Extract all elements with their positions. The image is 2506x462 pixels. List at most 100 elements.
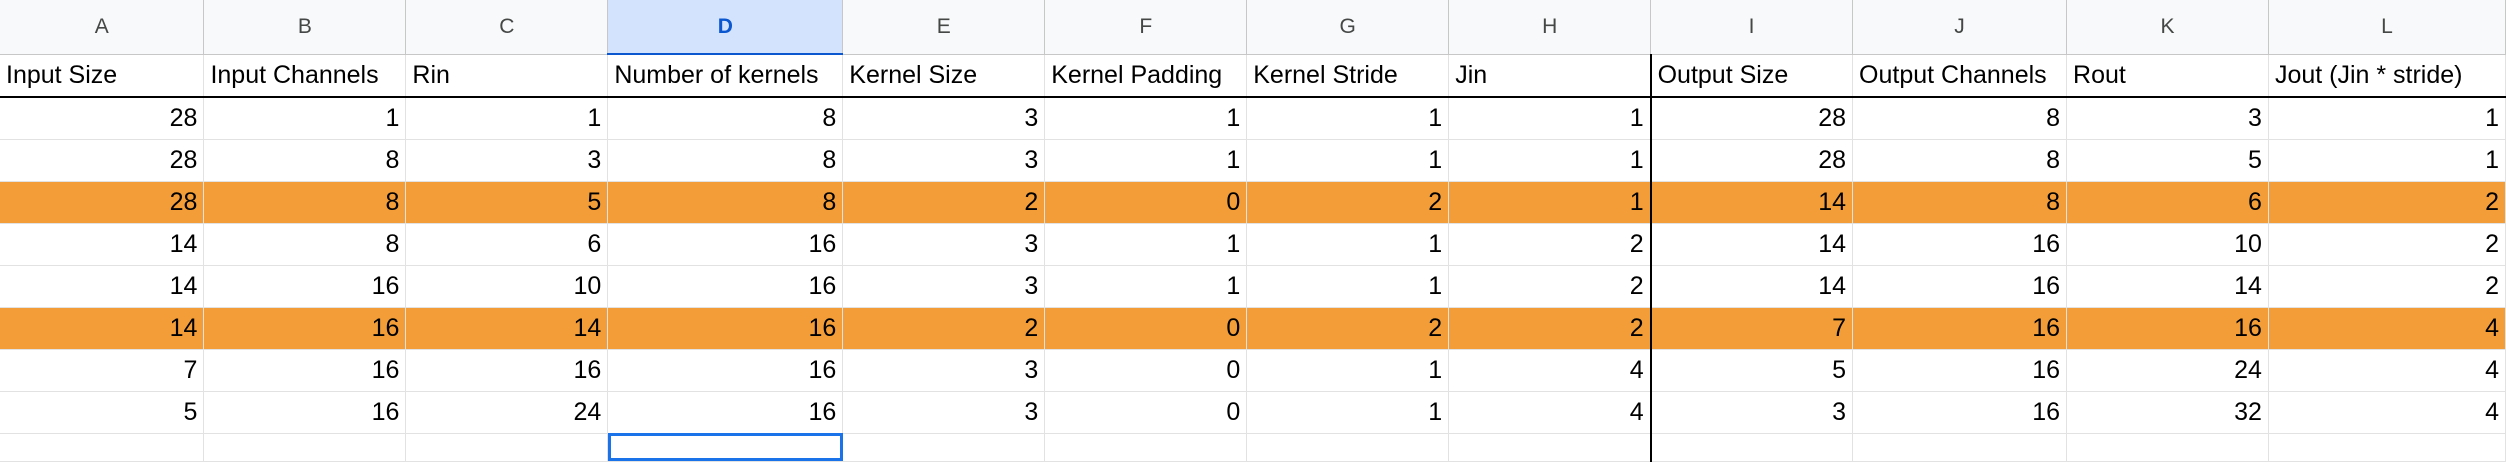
cell[interactable] [1448, 433, 1652, 462]
cell[interactable]: 0 [1044, 307, 1248, 350]
cell[interactable]: 3 [405, 139, 609, 182]
cell[interactable] [1246, 433, 1450, 462]
cell[interactable] [203, 433, 407, 462]
cell[interactable] [2268, 433, 2506, 462]
cell[interactable]: 4 [2268, 391, 2506, 434]
cell[interactable]: 1 [1448, 181, 1652, 224]
cell[interactable]: 2 [1448, 223, 1652, 266]
header-cell[interactable]: Jin [1448, 54, 1652, 98]
column-header-e[interactable]: E [842, 0, 1046, 55]
cell[interactable]: 1 [1246, 139, 1450, 182]
cell[interactable]: 14 [405, 307, 609, 350]
cell[interactable]: 28 [0, 139, 205, 182]
cell[interactable] [1649, 433, 1854, 462]
cell[interactable]: 8 [1852, 97, 2068, 140]
cell[interactable]: 16 [607, 307, 844, 350]
cell[interactable]: 16 [2066, 307, 2269, 350]
cell[interactable]: 1 [1246, 223, 1450, 266]
column-header-d[interactable]: D [607, 0, 844, 55]
cell[interactable]: 16 [607, 349, 844, 392]
cell[interactable]: 6 [405, 223, 609, 266]
cell[interactable]: 1 [1448, 97, 1652, 140]
cell[interactable]: 3 [842, 139, 1046, 182]
cell[interactable]: 8 [203, 139, 407, 182]
cell[interactable]: 2 [1448, 307, 1652, 350]
cell[interactable]: 4 [1448, 391, 1652, 434]
cell[interactable]: 6 [2066, 181, 2269, 224]
cell[interactable]: 8 [607, 181, 844, 224]
cell[interactable]: 1 [1044, 265, 1248, 308]
cell[interactable]: 2 [1246, 181, 1450, 224]
cell[interactable]: 0 [1044, 349, 1248, 392]
cell[interactable]: 16 [607, 223, 844, 266]
cell[interactable]: 1 [1246, 97, 1450, 140]
column-header-a[interactable]: A [0, 0, 205, 55]
cell[interactable]: 2 [1246, 307, 1450, 350]
header-cell[interactable]: Kernel Stride [1246, 54, 1450, 98]
cell[interactable]: 3 [842, 391, 1046, 434]
cell[interactable]: 1 [2268, 139, 2506, 182]
cell[interactable]: 16 [203, 391, 407, 434]
header-cell[interactable]: Input Size [0, 54, 205, 98]
column-header-c[interactable]: C [405, 0, 609, 55]
cell[interactable]: 8 [607, 97, 844, 140]
cell[interactable]: 8 [1852, 181, 2068, 224]
cell[interactable]: 2 [842, 307, 1046, 350]
cell[interactable]: 5 [405, 181, 609, 224]
cell[interactable]: 1 [1044, 97, 1248, 140]
header-cell[interactable]: Output Channels [1852, 54, 2068, 98]
cell[interactable]: 16 [203, 265, 407, 308]
cell[interactable]: 14 [1649, 181, 1854, 224]
cell[interactable]: 5 [0, 391, 205, 434]
column-header-g[interactable]: G [1246, 0, 1450, 55]
column-header-l[interactable]: L [2268, 0, 2506, 55]
cell[interactable]: 16 [203, 307, 407, 350]
cell[interactable]: 14 [2066, 265, 2269, 308]
cell[interactable]: 28 [0, 97, 205, 140]
cell[interactable] [0, 433, 205, 462]
cell[interactable]: 24 [405, 391, 609, 434]
cell[interactable]: 16 [1852, 265, 2068, 308]
cell[interactable]: 1 [1044, 139, 1248, 182]
cell[interactable]: 1 [1246, 391, 1450, 434]
cell[interactable]: 2 [2268, 223, 2506, 266]
cell[interactable]: 0 [1044, 391, 1248, 434]
cell[interactable]: 3 [842, 349, 1046, 392]
cell[interactable]: 2 [2268, 181, 2506, 224]
cell[interactable]: 14 [1649, 265, 1854, 308]
cell[interactable]: 16 [607, 391, 844, 434]
cell[interactable]: 1 [1246, 265, 1450, 308]
cell[interactable]: 10 [2066, 223, 2269, 266]
cell[interactable]: 4 [1448, 349, 1652, 392]
column-header-b[interactable]: B [203, 0, 407, 55]
cell[interactable]: 8 [203, 223, 407, 266]
column-header-f[interactable]: F [1044, 0, 1248, 55]
cell[interactable]: 1 [2268, 97, 2506, 140]
cell[interactable]: 10 [405, 265, 609, 308]
cell[interactable]: 1 [1044, 223, 1248, 266]
cell[interactable]: 16 [1852, 307, 2068, 350]
cell[interactable]: 16 [1852, 349, 2068, 392]
header-cell[interactable]: Kernel Size [842, 54, 1046, 98]
header-cell[interactable]: Jout (Jin * stride) [2268, 54, 2506, 98]
cell[interactable]: 14 [0, 223, 205, 266]
column-header-h[interactable]: H [1448, 0, 1652, 55]
cell[interactable]: 24 [2066, 349, 2269, 392]
header-cell[interactable]: Kernel Padding [1044, 54, 1248, 98]
cell[interactable]: 16 [607, 265, 844, 308]
cell[interactable] [2066, 433, 2269, 462]
cell[interactable]: 0 [1044, 181, 1248, 224]
cell[interactable] [405, 433, 609, 462]
header-cell[interactable]: Input Channels [203, 54, 407, 98]
cell[interactable]: 8 [203, 181, 407, 224]
cell[interactable]: 4 [2268, 307, 2506, 350]
cell[interactable]: 2 [2268, 265, 2506, 308]
cell[interactable]: 3 [1649, 391, 1854, 434]
cell[interactable]: 5 [1649, 349, 1854, 392]
cell[interactable]: 2 [842, 181, 1046, 224]
cell[interactable]: 1 [203, 97, 407, 140]
cell[interactable]: 3 [2066, 97, 2269, 140]
column-header-j[interactable]: J [1852, 0, 2068, 55]
cell[interactable]: 8 [1852, 139, 2068, 182]
cell[interactable]: 28 [0, 181, 205, 224]
